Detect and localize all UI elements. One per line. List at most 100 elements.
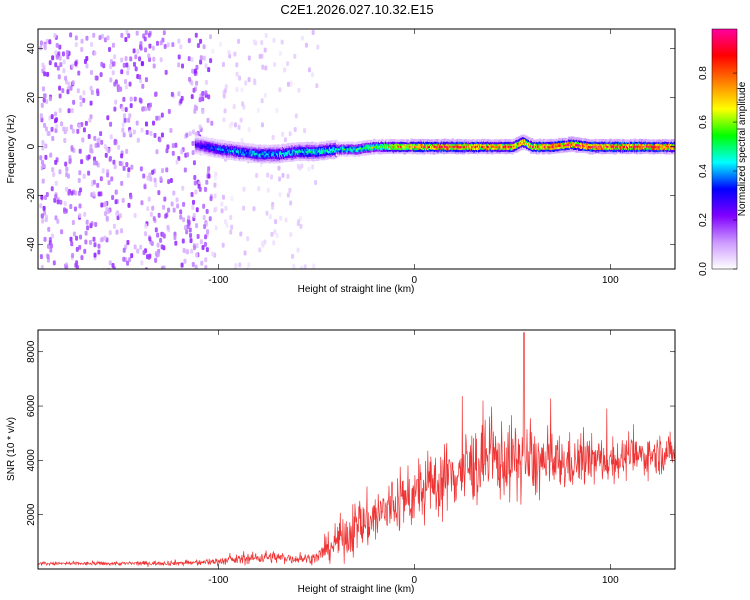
spectrogram-cell bbox=[130, 253, 134, 259]
spectrogram-cell bbox=[136, 49, 140, 55]
spectrogram-cell bbox=[50, 126, 54, 132]
spectrogram-cell bbox=[293, 53, 297, 59]
spectrogram-cell bbox=[171, 42, 175, 48]
spectrogram-cell bbox=[204, 79, 208, 85]
spectrogram-cell bbox=[253, 80, 257, 86]
spectrogram-cell bbox=[89, 144, 93, 150]
colorbar-ticks: 0.00.20.40.60.8 bbox=[698, 66, 737, 276]
spectrogram-cell bbox=[275, 233, 279, 239]
spectrogram-cell bbox=[268, 214, 272, 220]
spectrogram-cell bbox=[122, 256, 126, 262]
spectrogram-cell bbox=[108, 260, 112, 266]
spectrogram-cell bbox=[58, 85, 62, 91]
spectrogram-cell bbox=[213, 175, 217, 181]
spectrogram-cell bbox=[224, 205, 228, 211]
spectrogram-cell bbox=[62, 59, 66, 65]
spectrogram-cell bbox=[121, 127, 125, 133]
spectrogram-cell bbox=[70, 108, 74, 114]
spectrogram-cell bbox=[82, 90, 86, 96]
spectrogram-cell bbox=[176, 203, 180, 209]
spectrogram-cell bbox=[129, 56, 133, 62]
spectrogram-cell bbox=[100, 61, 104, 67]
spectrogram-cell bbox=[159, 176, 163, 182]
spectrogram-cell bbox=[157, 190, 161, 196]
spectrogram-cell bbox=[106, 172, 110, 178]
spectrogram-cell bbox=[156, 251, 160, 257]
spectrogram-cell bbox=[266, 187, 270, 193]
spectrogram-cell bbox=[166, 42, 170, 48]
spectrogram-cell bbox=[84, 239, 88, 245]
spectrogram-cell bbox=[182, 201, 186, 207]
spectrogram-cell bbox=[103, 201, 107, 207]
spectrogram-cell bbox=[39, 254, 43, 260]
spectrogram-cell bbox=[88, 117, 92, 123]
spectrogram-cell bbox=[304, 42, 308, 48]
spectrogram-cell bbox=[65, 50, 69, 56]
spectrogram-cell bbox=[211, 251, 215, 257]
spectrogram-cell bbox=[154, 227, 158, 233]
spectrogram-cell bbox=[204, 257, 208, 263]
spectrogram-cell bbox=[159, 57, 163, 63]
spectrogram-cell bbox=[100, 202, 104, 208]
spectrogram-cell bbox=[58, 93, 62, 99]
spectrogram-cell bbox=[196, 43, 200, 49]
snr-x-axis-label: Height of straight line (km) bbox=[298, 584, 415, 595]
spectrogram-cell bbox=[122, 62, 126, 68]
spectrogram-cell bbox=[202, 55, 206, 61]
spectrogram-cell bbox=[65, 264, 69, 269]
spectrogram-cell bbox=[128, 113, 132, 119]
spectrogram-cell bbox=[186, 224, 190, 230]
spectrogram-cell bbox=[160, 244, 164, 250]
spectrogram-cell bbox=[108, 230, 112, 236]
spectrogram-cell bbox=[97, 137, 101, 143]
spectrogram-cell bbox=[202, 44, 206, 50]
spectrogram-cell bbox=[194, 32, 198, 38]
spectrogram-cell bbox=[120, 69, 124, 75]
spectrogram-cell bbox=[72, 231, 76, 237]
spectrogram-cell bbox=[142, 173, 146, 179]
spectrogram-cell bbox=[98, 35, 102, 41]
spectrogram-cell bbox=[220, 201, 224, 207]
spectrogram-cell bbox=[90, 89, 94, 95]
spectrogram-cell bbox=[54, 50, 58, 56]
spectrogram-cell bbox=[152, 216, 156, 222]
spectrogram-cell bbox=[314, 179, 318, 185]
spectrogram-cell bbox=[41, 62, 45, 68]
spectrogram-cell bbox=[112, 266, 116, 269]
spectrogram-cell bbox=[139, 45, 143, 51]
spectrogram-cell bbox=[49, 243, 53, 249]
spectrogram-cell bbox=[144, 223, 148, 229]
spectrogram-cell bbox=[40, 213, 44, 219]
spectrogram-cell bbox=[126, 172, 130, 178]
spectrogram-cell bbox=[198, 186, 202, 192]
spectrogram-cell bbox=[54, 215, 58, 221]
spectrogram-cell bbox=[112, 61, 116, 67]
spectrogram-cell bbox=[235, 62, 239, 68]
spectrogram-cell bbox=[294, 113, 298, 119]
spectrogram-cell bbox=[86, 225, 90, 231]
spectrogram-cell bbox=[83, 59, 87, 65]
spectrogram-cell bbox=[207, 67, 211, 73]
spectrogram-cell bbox=[205, 179, 209, 185]
spectrogram-cell bbox=[154, 257, 158, 263]
spectrogram-cell bbox=[149, 130, 153, 136]
spectrogram-cell bbox=[281, 172, 285, 178]
spectrogram-cell bbox=[205, 247, 209, 253]
spectrogram-cell bbox=[114, 99, 118, 105]
spectrogram-cell bbox=[63, 201, 67, 207]
spectrogram-cell bbox=[74, 35, 78, 41]
spectrogram-cell bbox=[101, 33, 105, 39]
spectrogram-cell bbox=[263, 92, 267, 98]
spectrogram-cell bbox=[174, 142, 178, 148]
spectrogram-cell bbox=[228, 123, 232, 129]
spectrogram-cell bbox=[85, 63, 89, 69]
spectrogram-cell bbox=[175, 197, 179, 203]
spectrogram-cell bbox=[50, 233, 54, 239]
spectrogram-cell bbox=[120, 228, 124, 234]
spectrogram-cell bbox=[205, 208, 209, 214]
spectrogram-cell bbox=[113, 106, 117, 112]
spectrogram-cell bbox=[148, 172, 152, 178]
spectrogram-cell bbox=[191, 150, 195, 156]
spectrogram-cell bbox=[187, 56, 191, 62]
spectrogram-cell bbox=[124, 84, 128, 90]
